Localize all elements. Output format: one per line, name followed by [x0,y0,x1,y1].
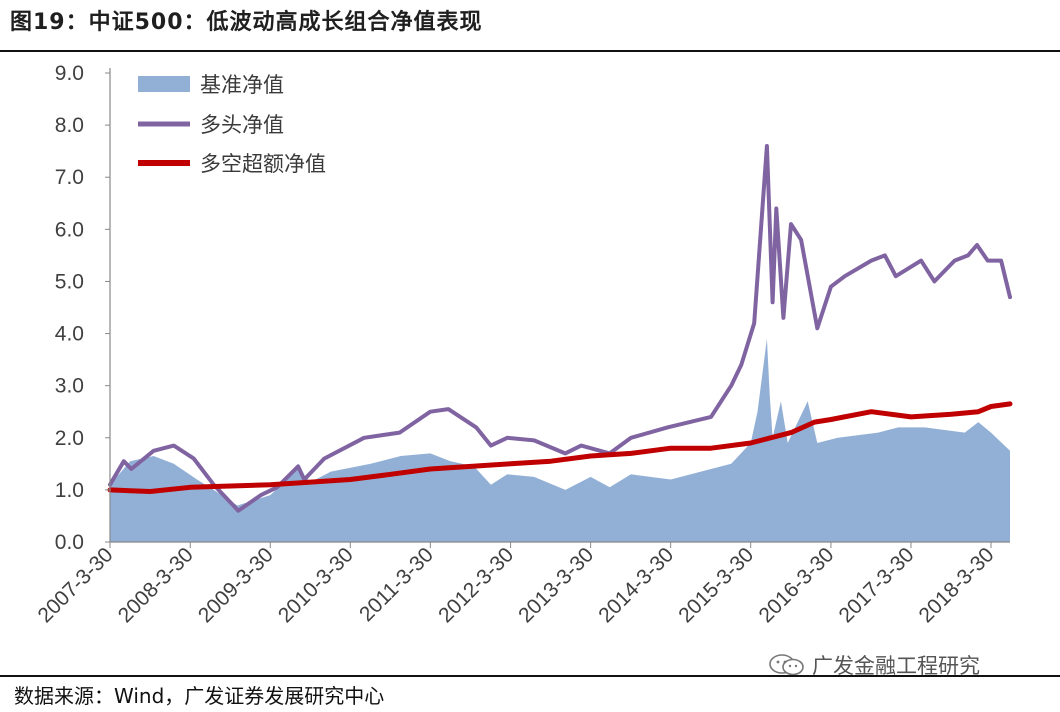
y-tick-label: 1.0 [55,479,84,502]
watermark-text: 广发金融工程研究 [812,654,980,678]
y-tick-label: 2.0 [55,427,84,450]
x-tick-label: 2007-3-30 [34,543,118,627]
y-tick-label: 9.0 [55,62,84,85]
y-tick-label: 6.0 [55,218,84,241]
x-tick-label: 2016-3-30 [755,543,839,627]
x-tick-label: 2013-3-30 [514,543,598,627]
x-tick-label: 2014-3-30 [594,543,678,627]
x-tick-label: 2017-3-30 [835,543,919,627]
x-tick-label: 2018-3-30 [915,543,999,627]
axes: 0.01.02.03.04.05.06.07.08.09.02007-3-302… [34,62,1010,627]
x-tick-label: 2012-3-30 [434,543,518,627]
watermark: 广发金融工程研究 [768,650,980,680]
series-long-line [108,144,1012,513]
x-tick-label: 2008-3-30 [114,543,198,627]
y-tick-label: 0.0 [55,531,84,554]
x-tick-label: 2011-3-30 [355,543,438,626]
y-tick-label: 5.0 [55,270,84,293]
x-tick-label: 2009-3-30 [194,543,278,627]
series-line-layer [107,144,1013,513]
bottom-divider [0,675,1060,677]
legend-label: 多头净值 [200,113,284,137]
x-tick-label: 2015-3-30 [674,543,758,627]
legend-label: 基准净值 [200,73,284,97]
wechat-icon [769,654,804,676]
series-benchmark-area [110,338,1010,542]
benchmark-area-layer [110,338,1010,542]
y-tick-label: 4.0 [55,323,84,346]
source-note: 数据来源：Wind，广发证券发展研究中心 [14,684,385,708]
chart: 0.01.02.03.04.05.06.07.08.09.02007-3-302… [34,62,1013,627]
top-divider [0,50,1060,52]
y-tick-label: 3.0 [55,375,84,398]
x-tick-label: 2010-3-30 [274,543,358,627]
y-tick-label: 8.0 [55,114,84,137]
figure-title: 图19：中证500：低波动高成长组合净值表现 [10,10,483,35]
series-long-short-line [107,401,1013,494]
legend-swatch-benchmark [138,76,190,92]
legend-label: 多空超额净值 [200,152,326,176]
y-tick-label: 7.0 [55,166,84,189]
